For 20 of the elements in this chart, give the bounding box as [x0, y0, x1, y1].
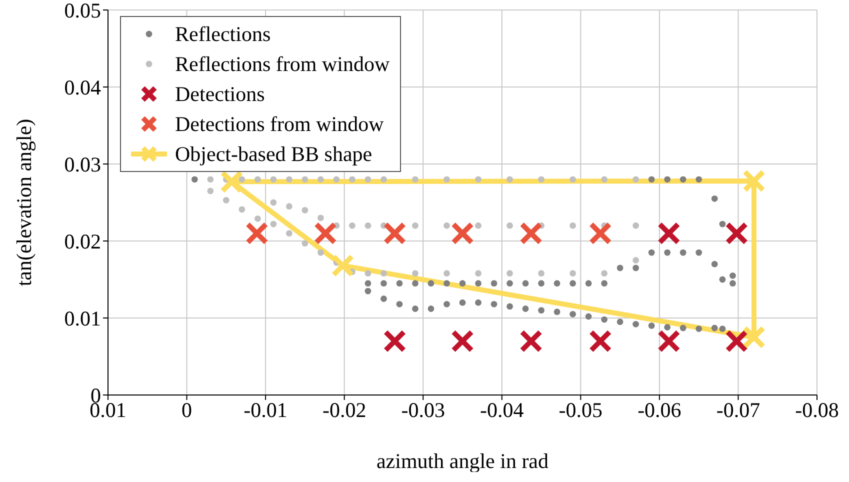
x-tick-label: -0.03 [401, 398, 445, 422]
y-tick-label: 0.01 [64, 306, 101, 330]
legend-label: Detections [175, 81, 265, 108]
y-tick-label: 0.04 [64, 75, 102, 100]
x-tick-label: -0.07 [716, 398, 760, 422]
legend-label: Object-based BB shape [175, 141, 372, 168]
legend-label: Detections from window [175, 111, 384, 138]
y-tick-label: 0.05 [64, 0, 101, 22]
legend-label: Reflections from window [175, 51, 390, 78]
legend-label: Reflections [175, 21, 271, 48]
x-tick-label: -0.06 [638, 398, 682, 422]
x-tick-label: -0.02 [322, 398, 366, 422]
x-tick-label: -0.08 [795, 398, 839, 422]
x-tick-label: 0 [182, 398, 192, 422]
y-axis-title: tan(elevation angle) [12, 118, 36, 286]
y-tick-label: 0.03 [64, 152, 101, 176]
y-tick-label: 0.02 [64, 229, 101, 254]
x-tick-label: -0.04 [480, 398, 524, 422]
x-tick-label: -0.05 [558, 398, 603, 422]
x-tick-label: -0.01 [244, 398, 288, 422]
